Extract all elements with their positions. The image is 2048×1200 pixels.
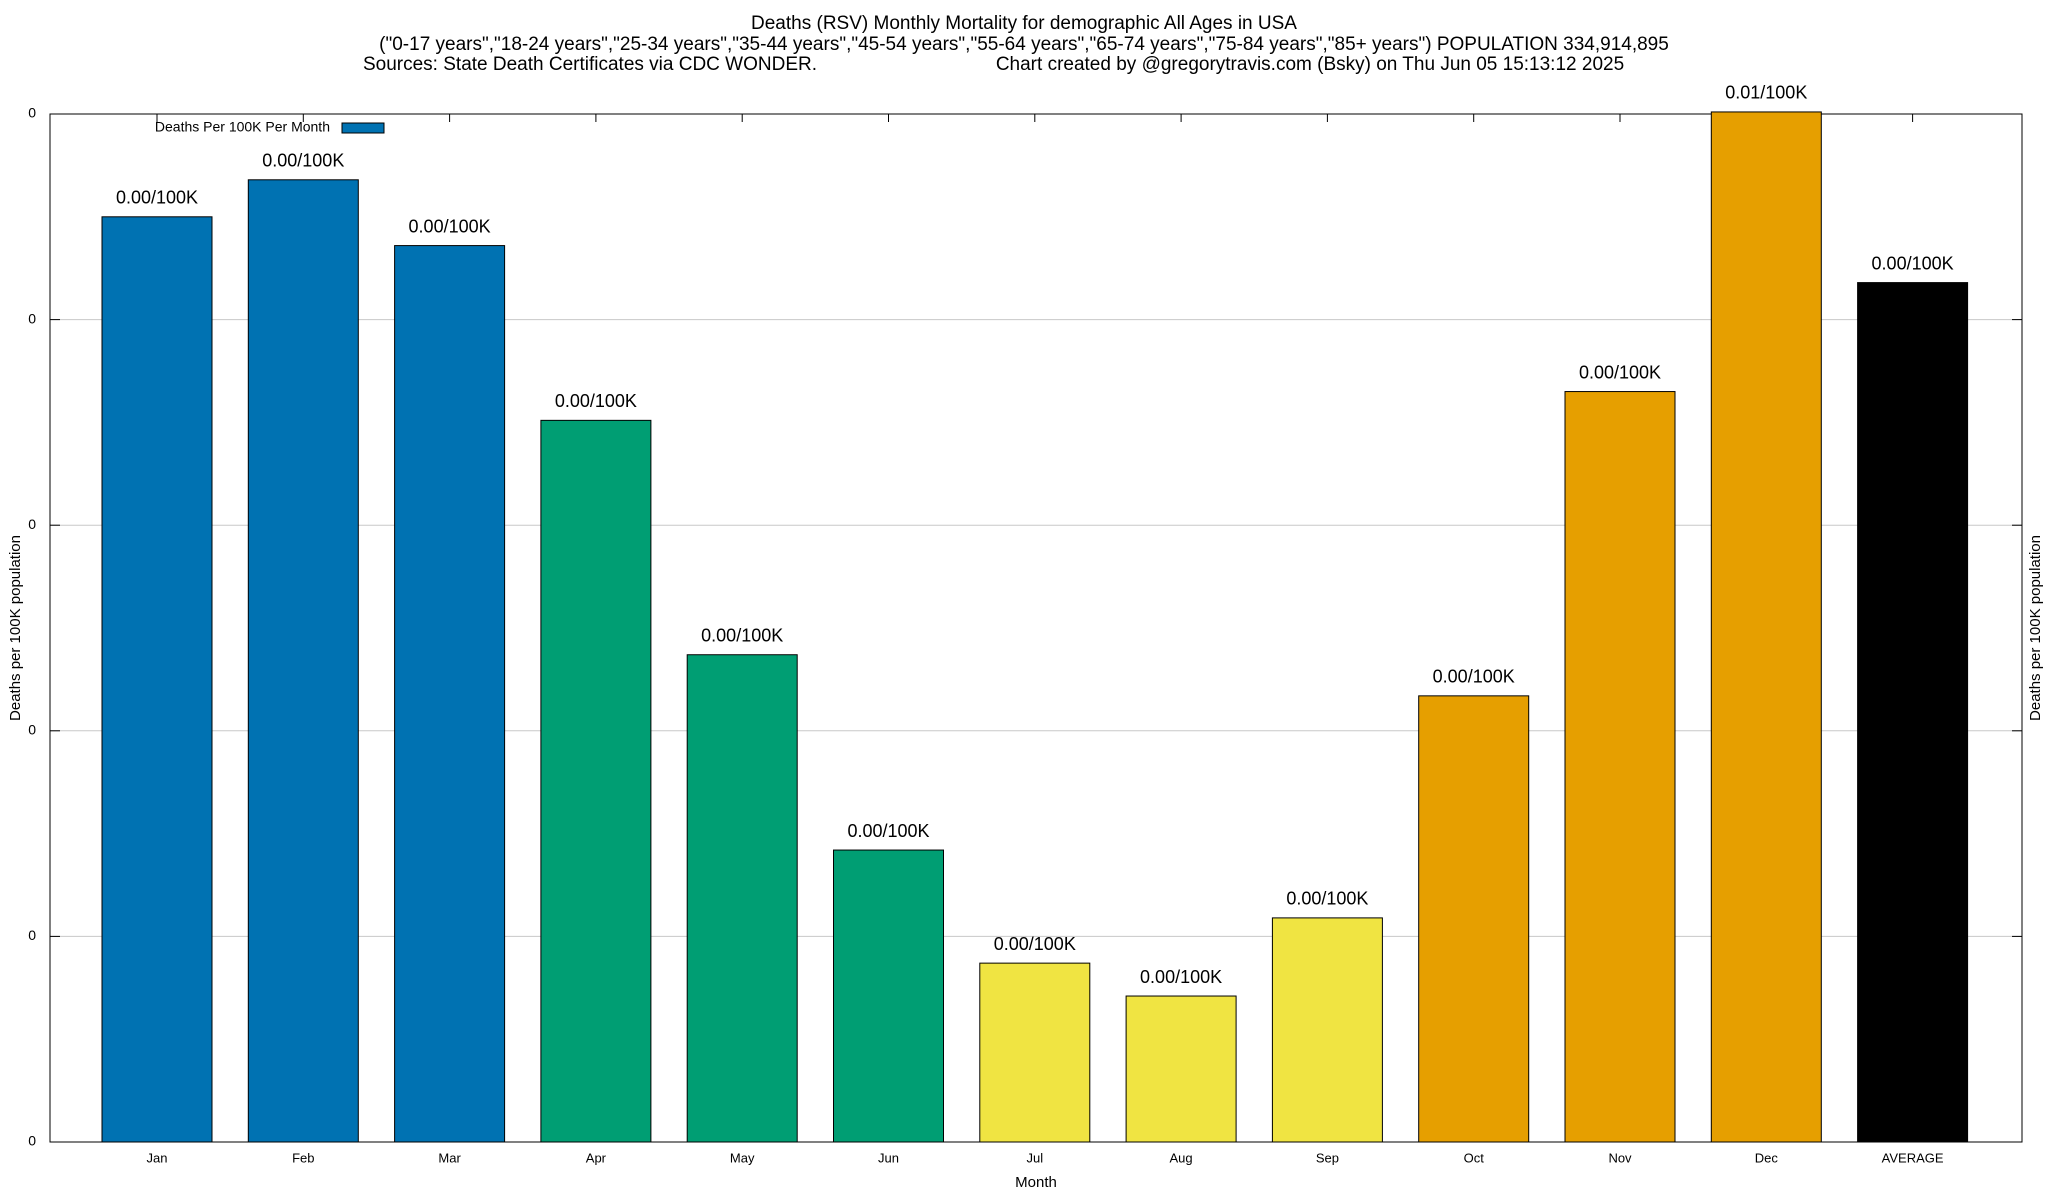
x-tick-label: Aug bbox=[1170, 1150, 1193, 1165]
x-tick-label: Jun bbox=[878, 1150, 899, 1165]
credit: Chart created by @gregorytravis.com (Bsk… bbox=[996, 54, 1624, 75]
x-tick-label: Nov bbox=[1608, 1150, 1632, 1165]
y-tick-label: 0 bbox=[28, 105, 36, 121]
data-label: 0.01/100K bbox=[1725, 83, 1807, 103]
x-axis-label: Month bbox=[1015, 1174, 1057, 1191]
data-label: 0.00/100K bbox=[555, 391, 637, 411]
bar bbox=[101, 216, 213, 1143]
data-label: 0.00/100K bbox=[116, 188, 198, 208]
x-tick-label: Apr bbox=[586, 1150, 607, 1165]
data-label: 0.00/100K bbox=[847, 821, 929, 841]
data-label: 0.00/100K bbox=[1872, 253, 1954, 273]
y-tick-label: 0 bbox=[28, 310, 36, 326]
bar bbox=[247, 179, 359, 1143]
x-tick-label: May bbox=[730, 1150, 755, 1165]
bar bbox=[1271, 917, 1383, 1143]
x-tick-label: Feb bbox=[292, 1150, 314, 1165]
y2-axis-label: Deaths per 100K population bbox=[2027, 535, 2044, 721]
data-label: 0.00/100K bbox=[1286, 889, 1368, 909]
bar bbox=[1564, 391, 1676, 1143]
x-tick-label: Oct bbox=[1464, 1150, 1485, 1165]
bar bbox=[1710, 111, 1822, 1143]
x-tick-label: Mar bbox=[438, 1150, 461, 1165]
y-tick-label: 0 bbox=[28, 927, 36, 943]
chart-title: Deaths (RSV) Monthly Mortality for demog… bbox=[751, 13, 1297, 34]
x-tick-label: AVERAGE bbox=[1882, 1150, 1944, 1165]
y-tick-label: 0 bbox=[28, 722, 36, 738]
data-label: 0.00/100K bbox=[1579, 362, 1661, 382]
x-tick-label: Dec bbox=[1755, 1150, 1779, 1165]
legend-swatch bbox=[341, 122, 385, 134]
x-tick-label: Sep bbox=[1316, 1150, 1339, 1165]
x-tick-label: Jan bbox=[147, 1150, 168, 1165]
y-tick-label: 0 bbox=[28, 516, 36, 532]
data-label: 0.00/100K bbox=[409, 216, 491, 236]
data-label: 0.00/100K bbox=[1140, 967, 1222, 987]
y-axis-label: Deaths per 100K population bbox=[7, 535, 24, 721]
bar bbox=[686, 654, 798, 1143]
bar bbox=[1418, 695, 1530, 1143]
legend-label: Deaths Per 100K Per Month bbox=[155, 119, 330, 135]
bar bbox=[540, 419, 652, 1143]
bar bbox=[1125, 995, 1237, 1143]
x-tick-label: Jul bbox=[1026, 1150, 1043, 1165]
data-label: 0.00/100K bbox=[262, 151, 344, 171]
sources: Sources: State Death Certificates via CD… bbox=[363, 54, 817, 75]
bar bbox=[394, 245, 506, 1143]
data-label: 0.00/100K bbox=[701, 625, 783, 645]
data-label: 0.00/100K bbox=[1433, 667, 1515, 687]
chart-subtitle: ("0-17 years","18-24 years","25-34 years… bbox=[379, 34, 1669, 55]
bar bbox=[833, 849, 944, 1143]
data-label: 0.00/100K bbox=[994, 934, 1076, 954]
bar bbox=[979, 962, 1091, 1143]
bar bbox=[1857, 282, 1969, 1143]
y-tick-label: 0 bbox=[28, 1133, 36, 1149]
